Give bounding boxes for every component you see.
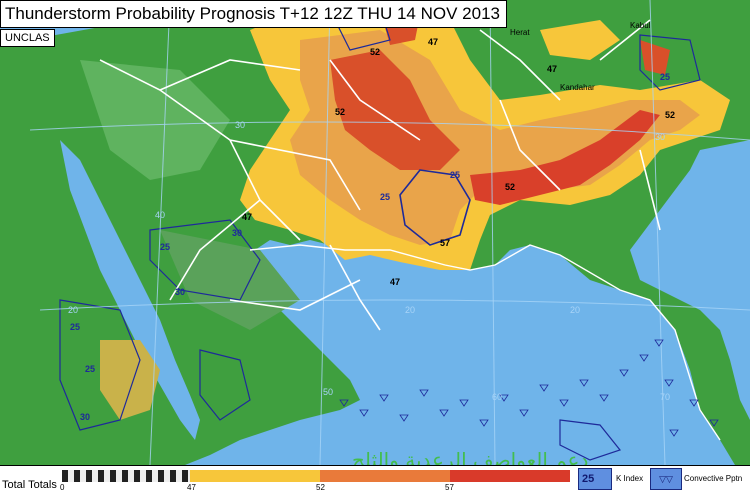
- contour-label-47: 47: [242, 212, 252, 222]
- place-herat: Herat: [510, 28, 530, 37]
- grid-label-lat-30: 30: [235, 120, 245, 130]
- contour-label-52: 52: [370, 47, 380, 57]
- longitude-line: [319, 0, 331, 466]
- grid-label-lat-30: 30: [655, 132, 665, 142]
- scale-segment-47: [190, 470, 320, 482]
- k-index-label: K Index: [616, 474, 644, 483]
- country-borders: [99, 19, 661, 331]
- grid-label-lon-50: 50: [323, 387, 333, 397]
- convective-symbols: [339, 339, 719, 437]
- grid-label-lat-20: 20: [570, 305, 580, 315]
- kindex-contour: [639, 34, 701, 91]
- contour-label-25: 25: [660, 72, 670, 82]
- map-title: Thunderstorm Probability Prognosis T+12 …: [5, 4, 500, 23]
- contour-label-47: 47: [428, 37, 438, 47]
- tt57-area: [330, 50, 460, 170]
- contour-label-25: 25: [160, 242, 170, 252]
- grid-label-lon-40: 40: [155, 210, 165, 220]
- scale-tick: 47: [187, 483, 196, 492]
- contour-label-25: 25: [70, 322, 80, 332]
- contour-label-52: 52: [665, 110, 675, 120]
- kindex-contour: [59, 299, 141, 431]
- convective-swatch: ▽▽: [650, 468, 682, 490]
- map-title-box: Thunderstorm Probability Prognosis T+12 …: [0, 0, 507, 28]
- contour-label-30: 30: [175, 287, 185, 297]
- legend-bar: Total Totals 0 47 52 57 25 K Index ▽▽ Co…: [0, 465, 750, 493]
- contour-label-30: 30: [80, 412, 90, 422]
- contour-label-52: 52: [335, 107, 345, 117]
- total-totals-scale: [62, 470, 570, 482]
- longitude-line: [149, 0, 171, 466]
- grid-label-lat-20: 20: [405, 305, 415, 315]
- convective-symbol-icon: ▽▽: [659, 474, 673, 484]
- red-sea: [60, 140, 200, 440]
- tt47-area: [540, 20, 620, 60]
- grid-label-lon-70: 70: [660, 392, 670, 402]
- kindex-contour: [199, 349, 251, 421]
- kindex-contour: [149, 219, 261, 301]
- grid-label-lat-20: 20: [68, 305, 78, 315]
- contour-label-52: 52: [505, 182, 515, 192]
- latitude-line: [39, 299, 750, 311]
- contour-label-25: 25: [85, 364, 95, 374]
- relief-area: [80, 60, 230, 180]
- tt57-area: [640, 40, 670, 75]
- contour-label-25: 25: [380, 192, 390, 202]
- tt57-area: [470, 110, 660, 205]
- scale-segment-low: [62, 470, 190, 482]
- tt47-area: [100, 340, 160, 420]
- k-index-swatch: 25: [578, 468, 612, 490]
- scale-segment-52: [320, 470, 450, 482]
- contour-label-47: 47: [390, 277, 400, 287]
- contour-label-25: 25: [450, 170, 460, 180]
- contour-label-30: 30: [232, 228, 242, 238]
- longitude-line: [489, 0, 496, 466]
- place-kabul: Kabul: [630, 21, 651, 30]
- latitude-line: [29, 121, 750, 141]
- scale-segment-57: [450, 470, 570, 482]
- place-kandahar: Kandahar: [560, 83, 595, 92]
- scale-tick: 52: [316, 483, 325, 492]
- legend-title: Total Totals: [2, 479, 57, 491]
- coastline: [249, 244, 721, 441]
- kindex-contour: [399, 169, 471, 246]
- scale-tick: 57: [445, 483, 454, 492]
- kindex-contour: [559, 419, 622, 461]
- classification-label: UNCLAS: [0, 29, 55, 47]
- convective-label: Convective Pptn: [684, 474, 743, 483]
- contour-label-47: 47: [547, 64, 557, 74]
- longitude-line: [649, 0, 666, 466]
- scale-tick: 0: [60, 483, 65, 492]
- grid-label-lon-60: 60: [492, 392, 502, 402]
- k-index-value: 25: [582, 473, 595, 485]
- contour-label-57: 57: [440, 238, 450, 248]
